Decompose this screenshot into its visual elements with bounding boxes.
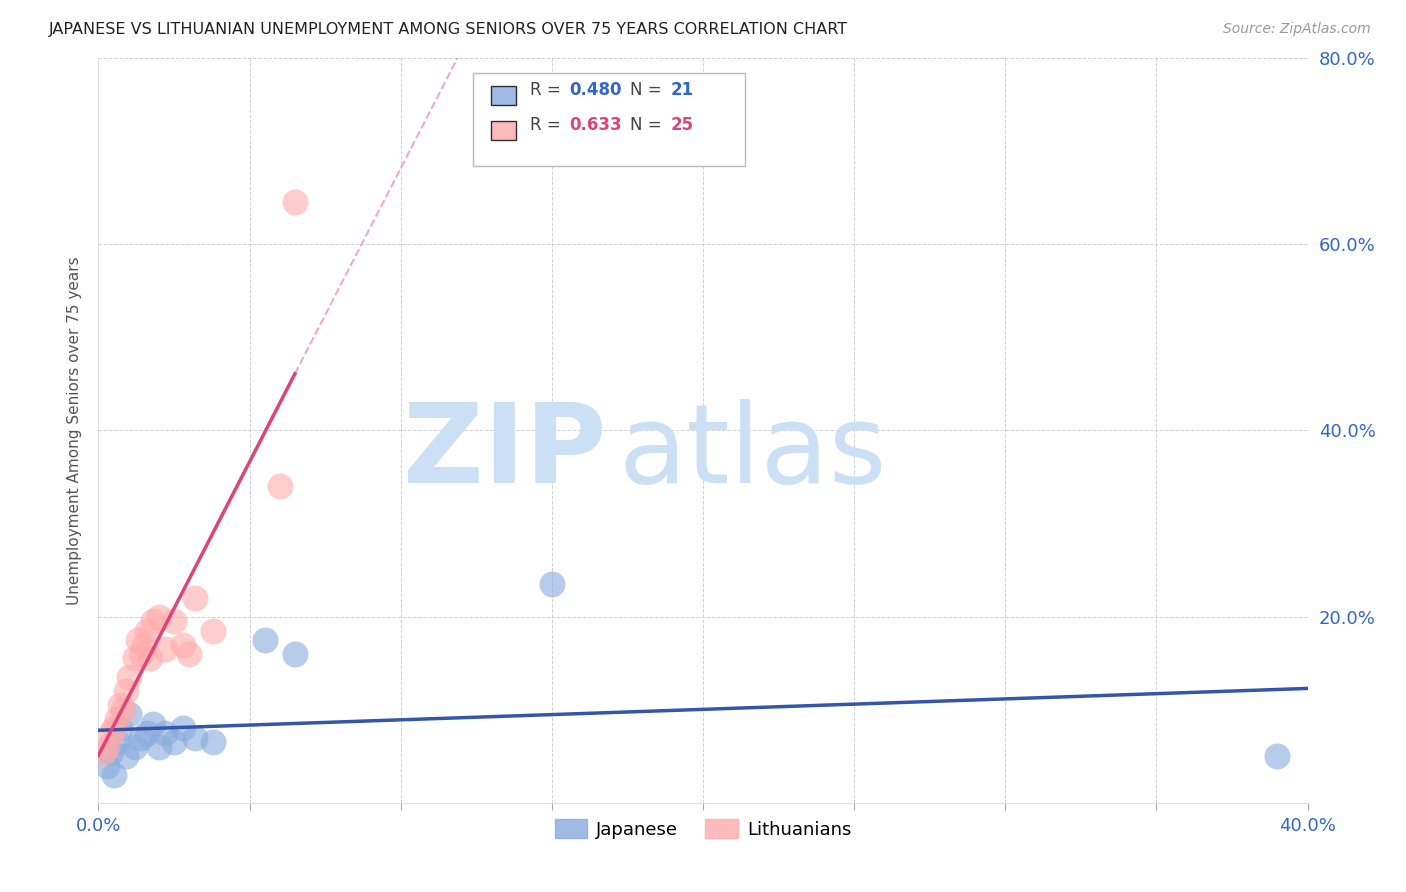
Point <box>96 758 118 772</box>
Point <box>142 716 165 731</box>
Point <box>105 712 128 726</box>
Text: 21: 21 <box>671 81 693 99</box>
Point <box>184 591 207 605</box>
Text: 25: 25 <box>671 116 693 134</box>
Point <box>284 195 307 210</box>
FancyBboxPatch shape <box>474 73 745 166</box>
Legend: Japanese, Lithuanians: Japanese, Lithuanians <box>547 812 859 846</box>
Text: 0.480: 0.480 <box>569 81 621 99</box>
Point <box>163 735 186 749</box>
Text: JAPANESE VS LITHUANIAN UNEMPLOYMENT AMONG SENIORS OVER 75 YEARS CORRELATION CHAR: JAPANESE VS LITHUANIAN UNEMPLOYMENT AMON… <box>49 22 848 37</box>
Point <box>124 651 146 665</box>
Point <box>163 614 186 628</box>
Point <box>202 624 225 638</box>
FancyBboxPatch shape <box>492 120 516 140</box>
Point <box>184 731 207 745</box>
Point <box>108 698 131 712</box>
Point <box>172 721 194 735</box>
Point <box>142 614 165 628</box>
Point <box>148 739 170 754</box>
Point <box>100 726 122 740</box>
Point <box>179 647 201 661</box>
Point <box>127 632 149 647</box>
Point <box>111 703 134 717</box>
Point <box>114 749 136 764</box>
Point <box>172 638 194 652</box>
FancyBboxPatch shape <box>492 86 516 105</box>
Text: Source: ZipAtlas.com: Source: ZipAtlas.com <box>1223 22 1371 37</box>
Point <box>129 647 152 661</box>
Text: N =: N = <box>630 116 668 134</box>
Text: R =: R = <box>530 81 567 99</box>
Point <box>135 726 157 740</box>
Point <box>153 642 176 657</box>
Point <box>114 684 136 698</box>
Text: ZIP: ZIP <box>404 400 606 507</box>
Point <box>284 647 307 661</box>
Point <box>135 624 157 638</box>
Point <box>139 651 162 665</box>
Point <box>148 609 170 624</box>
Point <box>105 735 128 749</box>
Text: N =: N = <box>630 81 668 99</box>
Point <box>269 479 291 493</box>
Point <box>540 577 562 591</box>
Text: atlas: atlas <box>619 400 887 507</box>
Point <box>118 670 141 684</box>
Point <box>100 745 122 759</box>
Y-axis label: Unemployment Among Seniors over 75 years: Unemployment Among Seniors over 75 years <box>67 256 83 605</box>
Point <box>253 632 276 647</box>
Point <box>93 745 115 759</box>
Point <box>103 768 125 782</box>
Point <box>118 707 141 722</box>
Text: 0.633: 0.633 <box>569 116 621 134</box>
Point <box>124 739 146 754</box>
Point <box>1267 749 1289 764</box>
Point <box>153 726 176 740</box>
Point <box>96 739 118 754</box>
Point <box>129 731 152 745</box>
Point <box>132 638 155 652</box>
Point <box>103 721 125 735</box>
Text: R =: R = <box>530 116 567 134</box>
Point <box>202 735 225 749</box>
Point <box>108 721 131 735</box>
